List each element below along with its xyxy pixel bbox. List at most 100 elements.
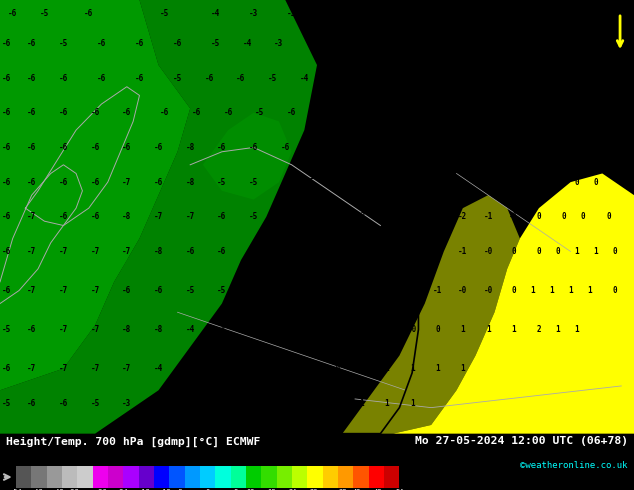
Text: -0: -0: [484, 286, 493, 295]
Bar: [200, 466, 216, 488]
Text: -6: -6: [122, 286, 131, 295]
Text: -1: -1: [306, 364, 315, 373]
Text: -7: -7: [91, 325, 100, 334]
Text: -8: -8: [186, 178, 195, 187]
Text: -0: -0: [566, 8, 575, 18]
Bar: [276, 466, 292, 488]
Text: 0: 0: [593, 8, 598, 18]
Text: -1: -1: [541, 74, 550, 82]
Bar: [384, 466, 399, 488]
Text: -6: -6: [27, 178, 36, 187]
Text: -1: -1: [522, 178, 531, 187]
Text: -0: -0: [547, 178, 556, 187]
Text: 0: 0: [536, 212, 541, 221]
Text: 0: 0: [593, 178, 598, 187]
Text: 1: 1: [410, 364, 415, 373]
Text: 1: 1: [555, 325, 560, 334]
Text: -2: -2: [357, 325, 366, 334]
Text: -2: -2: [281, 364, 290, 373]
Text: -6: -6: [27, 108, 36, 117]
Text: Height/Temp. 700 hPa [gdmp][°C] ECMWF: Height/Temp. 700 hPa [gdmp][°C] ECMWF: [6, 437, 261, 447]
Text: -6: -6: [281, 178, 290, 187]
Text: 0: 0: [581, 212, 586, 221]
Text: -6: -6: [27, 143, 36, 152]
Text: -6: -6: [2, 108, 11, 117]
Text: -6: -6: [205, 74, 214, 82]
Text: -6: -6: [2, 178, 11, 187]
Text: -1: -1: [458, 39, 467, 48]
Text: -0: -0: [306, 399, 315, 408]
Text: -4: -4: [338, 39, 347, 48]
Text: -2: -2: [420, 8, 429, 18]
Text: -7: -7: [59, 325, 68, 334]
Text: -3: -3: [395, 39, 404, 48]
Text: 0: 0: [555, 247, 560, 256]
Text: -1: -1: [534, 108, 543, 117]
Text: -6: -6: [27, 39, 36, 48]
Text: -4: -4: [217, 325, 226, 334]
Text: -2: -2: [458, 212, 467, 221]
Text: -7: -7: [91, 364, 100, 373]
Text: -6: -6: [249, 143, 258, 152]
Text: -0: -0: [458, 286, 467, 295]
Text: -7: -7: [59, 286, 68, 295]
Text: -1: -1: [458, 247, 467, 256]
Text: -7: -7: [91, 286, 100, 295]
Text: -5: -5: [211, 39, 220, 48]
Text: 1: 1: [359, 399, 364, 408]
Bar: [154, 466, 169, 488]
Text: -6: -6: [2, 74, 11, 82]
Text: -3: -3: [420, 178, 429, 187]
Text: 1: 1: [384, 364, 389, 373]
Text: 0: 0: [612, 247, 618, 256]
Text: -6: -6: [154, 286, 163, 295]
Text: -6: -6: [154, 178, 163, 187]
Text: ©weatheronline.co.uk: ©weatheronline.co.uk: [520, 461, 628, 470]
Text: -3: -3: [332, 325, 340, 334]
Bar: [338, 466, 353, 488]
Text: -6: -6: [97, 39, 106, 48]
Text: -8: -8: [122, 212, 131, 221]
Text: -4: -4: [401, 108, 410, 117]
Text: Mo 27-05-2024 12:00 UTC (06+78): Mo 27-05-2024 12:00 UTC (06+78): [415, 437, 628, 446]
Text: -6: -6: [135, 74, 144, 82]
Text: -4: -4: [332, 212, 340, 221]
Text: -2: -2: [446, 178, 455, 187]
Text: -6: -6: [122, 143, 131, 152]
Text: -1: -1: [573, 74, 581, 82]
Text: -7: -7: [122, 247, 131, 256]
Text: 1: 1: [410, 399, 415, 408]
Text: -6: -6: [357, 74, 366, 82]
Text: -1: -1: [382, 325, 391, 334]
Text: 0: 0: [536, 247, 541, 256]
Text: 1: 1: [587, 286, 592, 295]
Text: -3: -3: [427, 108, 436, 117]
Text: -3: -3: [465, 74, 474, 82]
Text: -6: -6: [59, 178, 68, 187]
Text: -3: -3: [471, 143, 480, 152]
Text: 0: 0: [574, 178, 579, 187]
Text: -2: -2: [496, 143, 505, 152]
Text: -6: -6: [91, 178, 100, 187]
Text: 0: 0: [511, 247, 516, 256]
Text: -3: -3: [249, 8, 258, 18]
Text: -6: -6: [122, 108, 131, 117]
Text: -6: -6: [338, 143, 347, 152]
Text: -3: -3: [357, 212, 366, 221]
Text: 0: 0: [562, 212, 567, 221]
Text: -3: -3: [389, 8, 398, 18]
Text: -6: -6: [287, 108, 296, 117]
Text: -2: -2: [281, 325, 290, 334]
Text: -5: -5: [160, 8, 169, 18]
Text: 1: 1: [593, 247, 598, 256]
Text: -7: -7: [186, 212, 195, 221]
Polygon shape: [0, 0, 317, 434]
Text: -6: -6: [338, 178, 347, 187]
Text: -4: -4: [395, 143, 404, 152]
Text: -6: -6: [2, 143, 11, 152]
Text: -6: -6: [319, 108, 328, 117]
Text: -0: -0: [573, 39, 581, 48]
Text: -6: -6: [217, 212, 226, 221]
Bar: [261, 466, 276, 488]
Text: -0: -0: [566, 108, 575, 117]
